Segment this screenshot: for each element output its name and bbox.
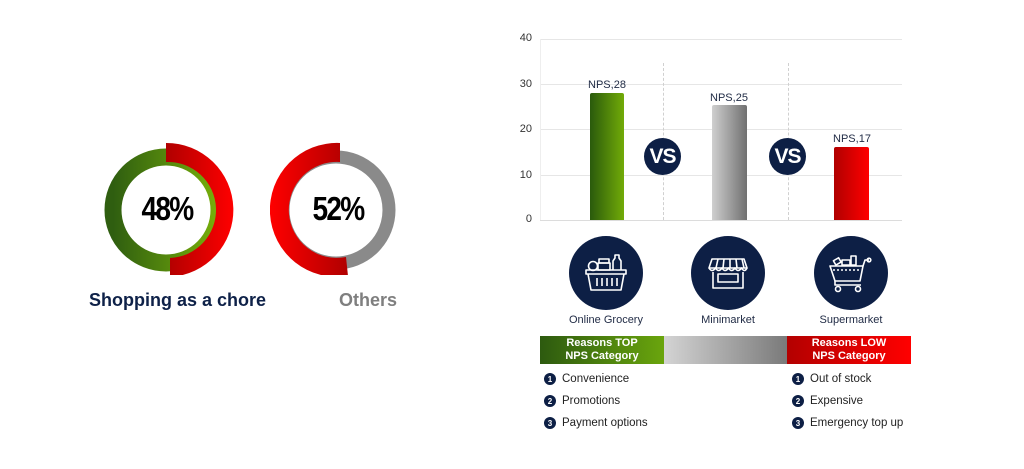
banner-gradient-middle <box>664 336 787 364</box>
bar-label-supermarket: NPS,17 <box>833 133 871 145</box>
number-badge-icon: 2 <box>792 395 804 407</box>
bar-online-grocery <box>590 93 624 220</box>
gridline <box>540 39 902 40</box>
donut-chart-others <box>270 142 396 275</box>
reason-low-item: 1 Out of stock <box>792 373 871 385</box>
category-label-online-grocery: Online Grocery <box>569 314 643 326</box>
y-tick-40: 40 <box>519 32 532 44</box>
reason-text: Emergency top up <box>810 417 904 429</box>
y-tick-10: 10 <box>519 169 532 181</box>
y-axis <box>540 39 541 220</box>
y-tick-30: 30 <box>519 78 532 90</box>
y-tick-20: 20 <box>519 123 532 135</box>
category-label-supermarket: Supermarket <box>819 314 883 326</box>
reasons-banner: Reasons TOP NPS Category Reasons LOW NPS C… <box>540 336 911 364</box>
reason-top-item: 3 Payment options <box>544 417 648 429</box>
reason-text: Payment options <box>562 417 648 429</box>
banner-top-nps: Reasons TOP NPS Category <box>540 336 664 364</box>
vs-badge: VS <box>644 138 681 175</box>
donut-label-chore: Shopping as a chore <box>89 290 267 310</box>
grocery-basket-icon <box>569 236 643 310</box>
donut-label-others: Others <box>339 290 398 310</box>
bar-minimarket <box>712 105 747 220</box>
bar-label-minimarket: NPS,25 <box>710 92 748 104</box>
number-badge-icon: 3 <box>544 417 556 429</box>
y-tick-0: 0 <box>525 213 532 225</box>
donut-chart-chore <box>104 142 234 275</box>
donut-value-chore: 48% <box>141 190 194 227</box>
reason-top-item: 2 Promotions <box>544 395 620 407</box>
number-badge-icon: 1 <box>544 373 556 385</box>
category-label-minimarket: Minimarket <box>701 314 755 326</box>
bar-supermarket <box>834 147 869 220</box>
banner-top-line2: NPS Category <box>565 350 639 362</box>
reason-top-item: 1 Convenience <box>544 373 629 385</box>
x-axis <box>540 220 902 221</box>
number-badge-icon: 3 <box>792 417 804 429</box>
bar-label-online-grocery: NPS,28 <box>588 79 626 91</box>
shopping-cart-icon <box>814 236 888 310</box>
reason-text: Promotions <box>562 395 621 407</box>
reason-low-item: 2 Expensive <box>792 395 863 407</box>
banner-top-line1: Reasons TOP <box>566 337 638 349</box>
banner-low-nps: Reasons LOW NPS Category <box>787 336 911 364</box>
reason-low-item: 3 Emergency top up <box>792 417 903 429</box>
reason-text: Expensive <box>810 395 864 407</box>
number-badge-icon: 2 <box>544 395 556 407</box>
reason-text: Out of stock <box>810 373 872 385</box>
number-badge-icon: 1 <box>792 373 804 385</box>
donut-value-others: 52% <box>312 190 365 227</box>
banner-low-line2: NPS Category <box>812 350 886 362</box>
reason-text: Convenience <box>562 373 630 385</box>
gridline <box>540 84 902 85</box>
banner-low-line1: Reasons LOW <box>811 337 887 349</box>
vs-badge: VS <box>769 138 806 175</box>
storefront-icon <box>691 236 765 310</box>
